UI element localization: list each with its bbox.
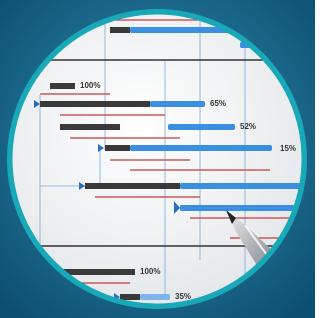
percent-label: 100%	[140, 267, 160, 276]
percent-label: 52%	[240, 122, 256, 131]
percent-label: 100%	[80, 81, 100, 90]
percent-label: 15%	[280, 144, 296, 153]
percent-label: 35%	[175, 292, 191, 301]
photo-frame: 100% 65% 52% 15% 100% 35%	[0, 0, 315, 318]
percent-label: 65%	[210, 99, 226, 108]
